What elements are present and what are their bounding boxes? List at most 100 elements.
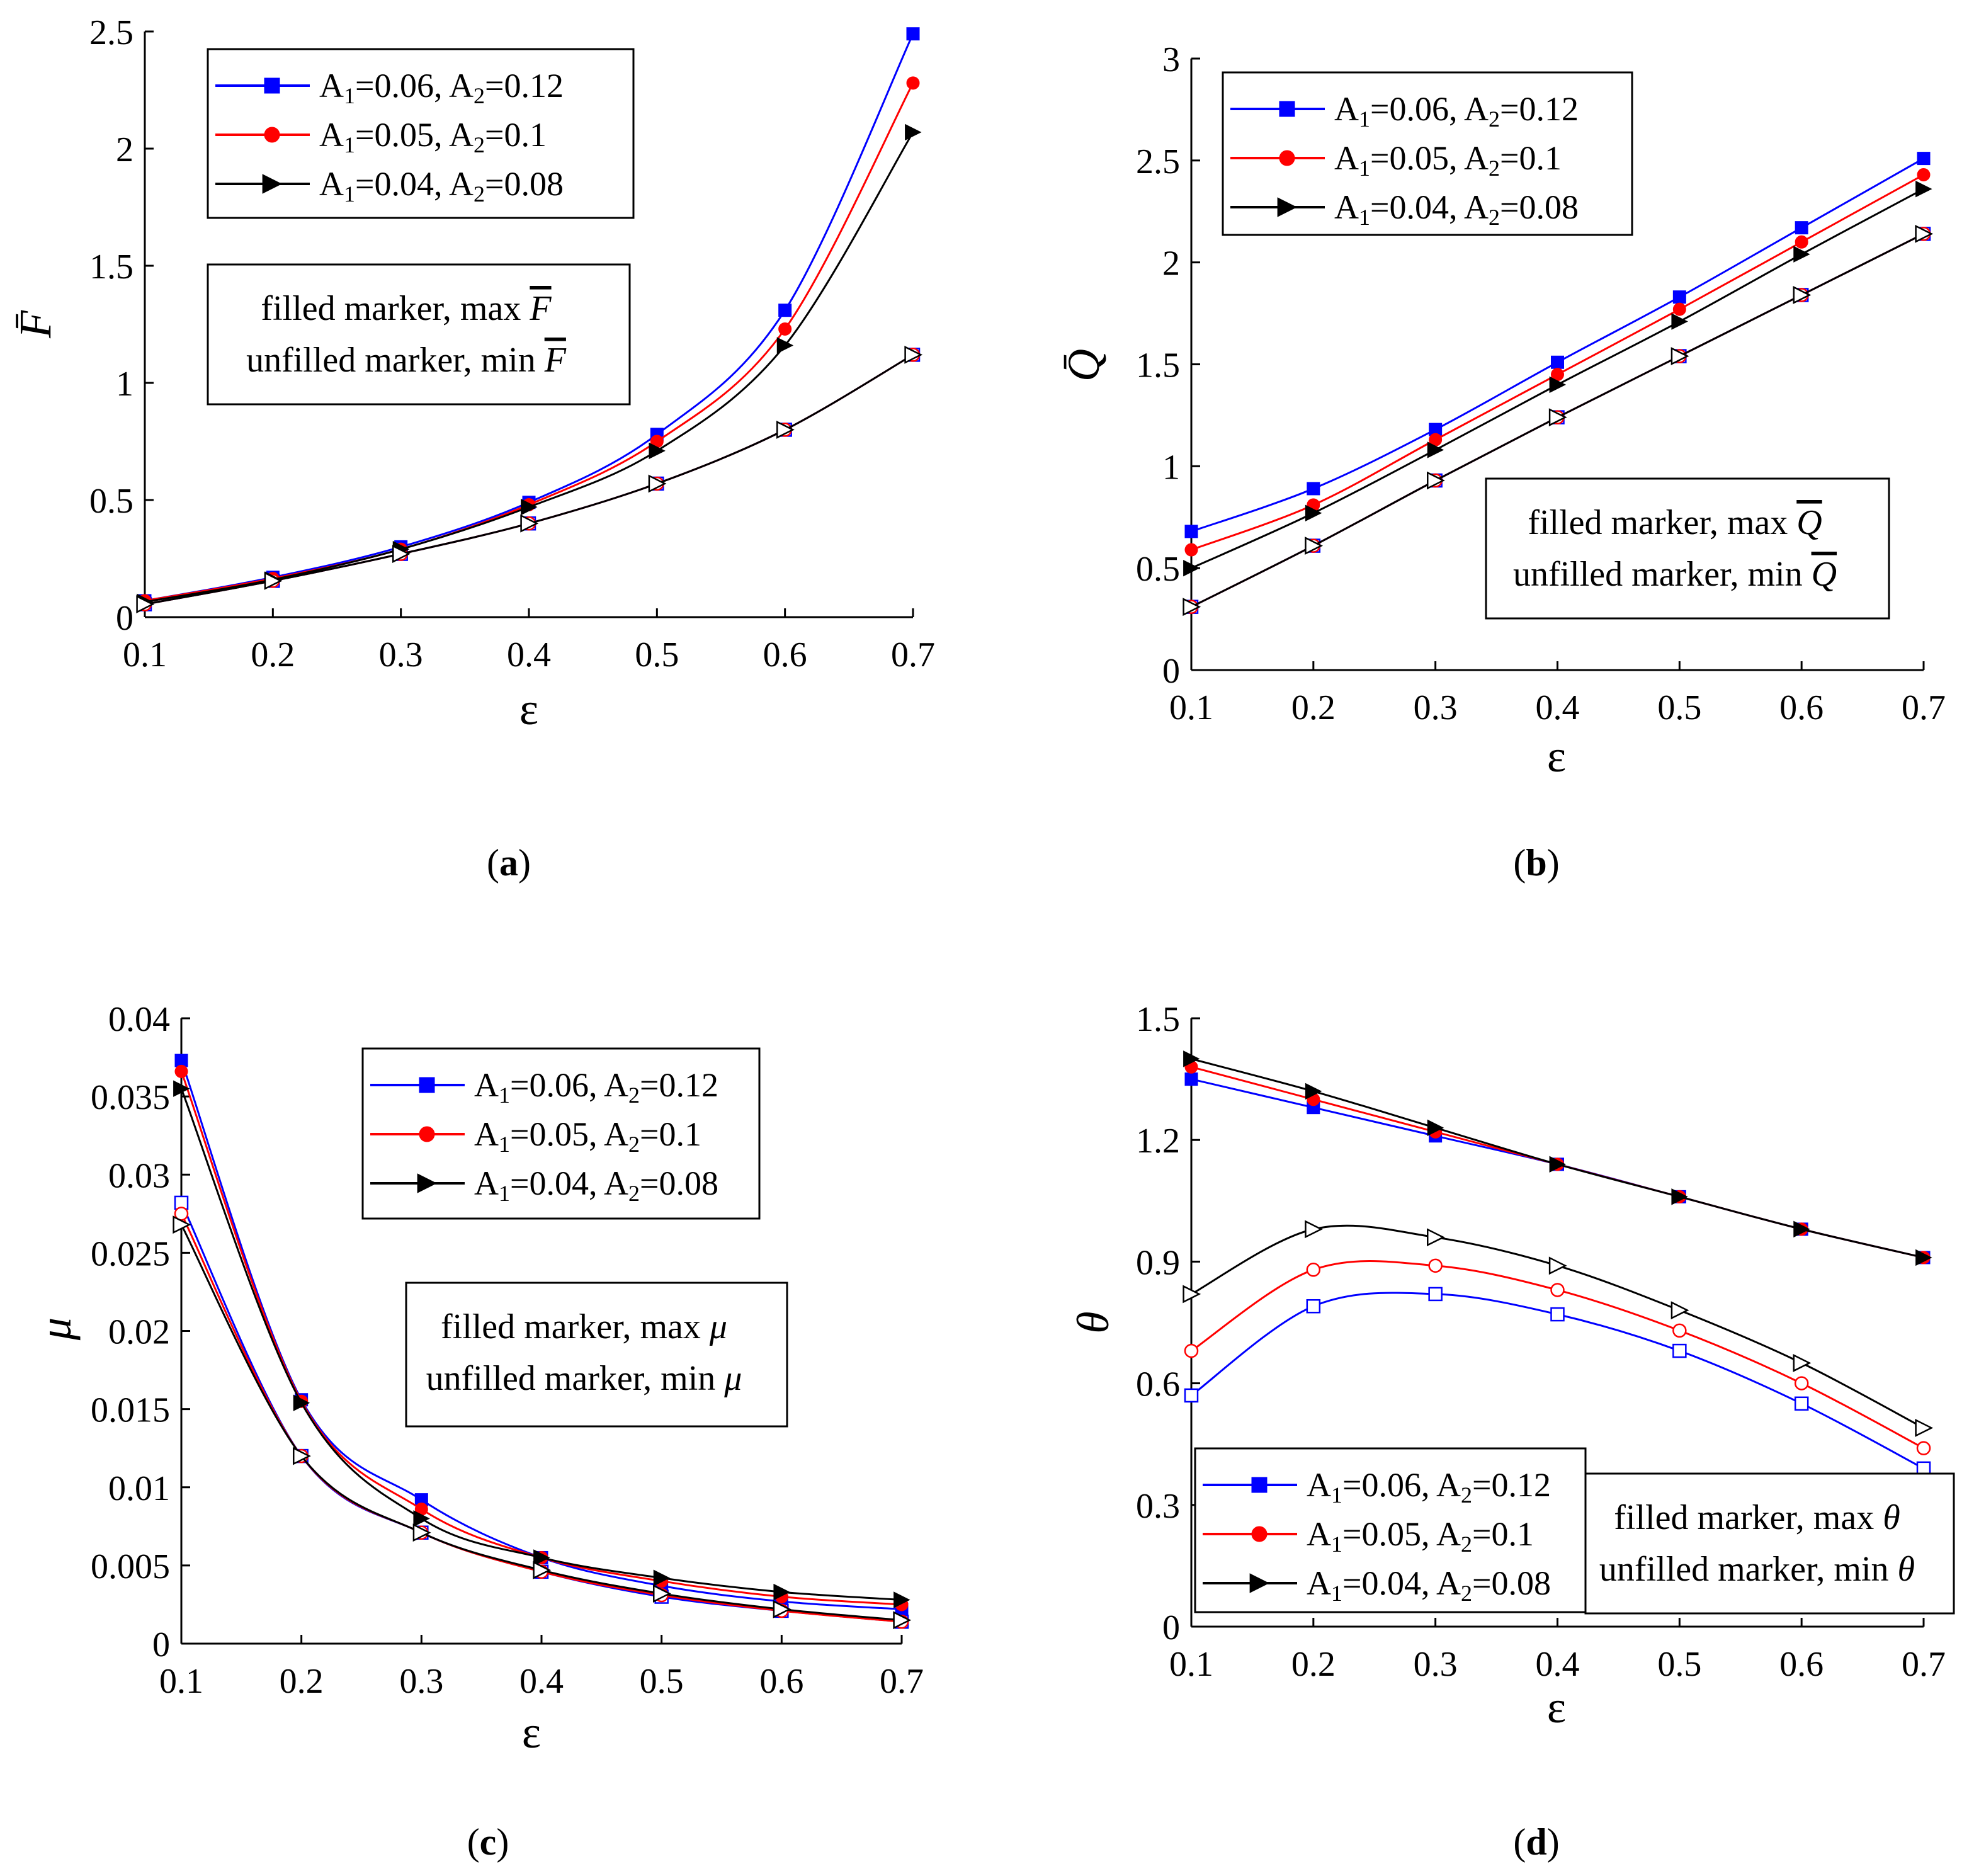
data-point-max xyxy=(1184,543,1198,557)
legend-marker xyxy=(1279,101,1295,117)
y-tick-label: 1.2 xyxy=(1136,1122,1180,1161)
legend-label: A1=0.06, A2=0.12 xyxy=(1307,1466,1551,1508)
data-point-max xyxy=(773,1583,790,1601)
x-tick-label: 0.5 xyxy=(635,635,679,674)
data-point-min xyxy=(136,595,155,613)
note-box xyxy=(1485,477,1890,620)
data-point-max xyxy=(1671,1188,1688,1205)
x-tick-label: 0.5 xyxy=(640,1662,684,1701)
y-tick-label: 1.5 xyxy=(89,247,133,287)
data-point-max xyxy=(1427,1119,1444,1137)
legend-label: A1=0.04, A2=0.08 xyxy=(319,165,564,207)
series-line-max xyxy=(180,1071,902,1606)
y-tick-label: 0 xyxy=(152,1625,170,1664)
note-line-1: filled marker, max Q xyxy=(1528,503,1822,542)
series-line-min xyxy=(1191,1224,1924,1429)
data-point-min xyxy=(1548,408,1567,427)
legend-label: A1=0.05, A2=0.1 xyxy=(474,1115,701,1157)
legend-marker xyxy=(1251,1526,1268,1542)
legend: A1=0.06, A2=0.12 A1=0.05, A2=0.1 A1=0.04, … xyxy=(1194,1447,1587,1613)
legend-label: A1=0.06, A2=0.12 xyxy=(319,67,564,108)
data-point-min xyxy=(1427,471,1445,490)
panel-caption: (b) xyxy=(1513,842,1559,884)
x-tick-label: 0.4 xyxy=(507,635,551,674)
data-point-min xyxy=(392,545,411,563)
data-point-max xyxy=(649,442,666,460)
data-point-min xyxy=(648,474,667,493)
y-tick-label: 0.5 xyxy=(1136,550,1180,589)
x-tick-label: 0.6 xyxy=(763,635,807,674)
note-box xyxy=(405,1282,788,1428)
data-point-max xyxy=(1549,1156,1567,1173)
x-tick-label: 0.4 xyxy=(519,1662,564,1701)
data-point-max xyxy=(893,1591,910,1608)
y-tick-label: 0 xyxy=(1162,652,1180,691)
legend-marker xyxy=(419,1077,435,1093)
series-line-max xyxy=(180,1088,902,1601)
data-point-min xyxy=(893,1611,912,1630)
note-line-1: filled marker, max θ xyxy=(1614,1498,1900,1537)
data-point-min xyxy=(1915,1419,1934,1437)
data-point-min xyxy=(412,1523,431,1542)
data-point-min xyxy=(1794,1396,1809,1411)
note-box xyxy=(207,263,631,406)
legend-label: A1=0.05, A2=0.1 xyxy=(1307,1515,1534,1557)
data-point-min xyxy=(904,345,923,364)
data-point-max xyxy=(778,304,792,317)
data-point-min xyxy=(1548,1256,1567,1275)
y-tick-label: 0 xyxy=(1162,1608,1180,1647)
chart-panel-d: 0.1 0.2 0.3 0.4 0.5 0.6 0.7 0 0.3 0.6 0.9 1.2 1.5 ε θ A… xyxy=(1068,1000,1955,1732)
y-tick-label: 0.015 xyxy=(91,1391,170,1430)
y-tick-label: 2.5 xyxy=(1136,142,1180,181)
data-point-min xyxy=(1916,1441,1931,1455)
x-tick-label: 0.3 xyxy=(1414,1645,1458,1684)
data-point-min xyxy=(1793,1353,1812,1372)
data-point-min xyxy=(1306,1299,1321,1314)
x-tick-label: 0.5 xyxy=(1657,1645,1701,1684)
legend-label: A1=0.06, A2=0.12 xyxy=(1334,90,1579,132)
data-point-min xyxy=(264,571,283,590)
data-point-max xyxy=(1551,355,1564,369)
legend-marker xyxy=(417,1173,437,1193)
x-tick-label: 0.1 xyxy=(159,1662,203,1701)
note-line-1: filled marker, max F xyxy=(261,289,552,328)
marker-note: filled marker, max θ unfilled marker, min… xyxy=(1584,1472,1955,1615)
panel-caption: (c) xyxy=(467,1821,509,1863)
y-tick-label: 0.03 xyxy=(108,1156,170,1195)
data-point-max xyxy=(1915,1249,1932,1266)
data-point-min xyxy=(653,1584,671,1603)
y-axis-label: θ xyxy=(1068,1311,1118,1333)
data-point-max xyxy=(1915,180,1932,198)
y-tick-label: 1.5 xyxy=(1136,346,1180,385)
note-line-2: unfilled marker, min F xyxy=(246,341,567,380)
legend-marker xyxy=(1251,1477,1268,1493)
note-line-2: unfilled marker, min μ xyxy=(426,1359,742,1398)
data-point-min xyxy=(1183,1285,1201,1304)
data-point-min xyxy=(773,1600,791,1618)
data-point-min xyxy=(1427,1228,1445,1247)
x-tick-label: 0.7 xyxy=(880,1662,924,1701)
chart-panel-a: 0.1 0.2 0.3 0.4 0.5 0.6 0.7 0 0.5 1 1.5 2 2.5 ε F̄ A1=0… xyxy=(10,13,935,734)
legend-marker xyxy=(264,127,280,143)
data-point-min xyxy=(520,514,539,533)
note-line-2: unfilled marker, min θ xyxy=(1599,1550,1915,1589)
data-point-max xyxy=(1184,525,1198,538)
data-point-max xyxy=(905,123,922,141)
legend-marker xyxy=(264,77,280,94)
data-point-max xyxy=(778,322,792,336)
data-point-min xyxy=(1184,1388,1199,1403)
series-line-max xyxy=(180,1060,902,1610)
data-point-max xyxy=(1305,504,1322,521)
legend-marker xyxy=(1249,1573,1269,1593)
y-tick-label: 0.6 xyxy=(1136,1365,1180,1404)
data-point-max xyxy=(1671,313,1688,330)
data-point-min xyxy=(1550,1307,1565,1322)
y-tick-label: 0.04 xyxy=(108,1000,170,1039)
x-tick-label: 0.2 xyxy=(1291,1645,1336,1684)
legend-marker xyxy=(419,1126,435,1142)
data-point-max xyxy=(1427,441,1444,458)
x-tick-label: 0.2 xyxy=(251,635,295,674)
x-tick-label: 0.3 xyxy=(379,635,423,674)
data-point-max xyxy=(776,337,794,354)
note-line-1: filled marker, max μ xyxy=(441,1307,727,1346)
